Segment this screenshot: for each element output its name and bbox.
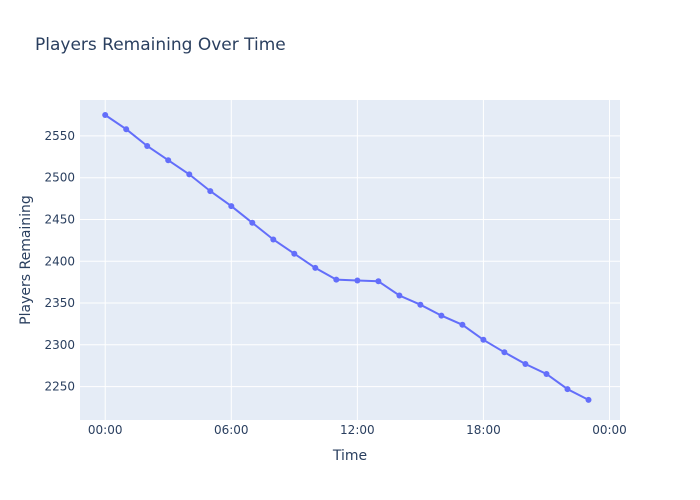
data-point xyxy=(144,143,151,149)
data-point xyxy=(249,219,256,226)
x-tick-labels: 00:00 06:00 12:00 18:00 00:00 xyxy=(88,423,627,437)
data-point xyxy=(543,371,550,377)
y-gridlines xyxy=(80,135,620,388)
y-tick-label: 2450 xyxy=(44,212,75,226)
x-tick-label: 06:00 xyxy=(214,423,249,437)
x-tick-label: 12:00 xyxy=(340,423,375,437)
data-point xyxy=(228,203,235,210)
data-point xyxy=(207,188,214,195)
data-point xyxy=(186,171,193,178)
y-tick-labels: 2250 2300 2350 2400 2450 2500 2550 xyxy=(44,129,75,394)
x-axis-title: Time xyxy=(332,448,367,464)
x-gridlines xyxy=(104,100,610,420)
series-line xyxy=(104,114,589,401)
x-tick-label: 18:00 xyxy=(466,423,501,437)
y-tick-label: 2350 xyxy=(44,296,75,310)
data-point xyxy=(585,396,592,403)
y-tick-label: 2500 xyxy=(44,171,75,185)
data-point xyxy=(501,349,508,356)
data-point xyxy=(291,250,298,257)
y-tick-label: 2550 xyxy=(44,129,75,143)
data-point xyxy=(375,278,382,285)
data-point xyxy=(459,321,466,328)
y-tick-label: 2300 xyxy=(44,338,75,352)
y-axis-title: Players Remaining xyxy=(18,195,34,325)
data-point xyxy=(522,361,529,367)
data-point xyxy=(438,312,445,319)
data-point xyxy=(123,126,130,133)
chart-title: Players Remaining Over Time xyxy=(35,35,286,55)
data-point xyxy=(354,277,361,284)
data-point xyxy=(165,157,172,164)
data-point xyxy=(564,386,571,393)
data-points xyxy=(102,112,592,403)
data-point xyxy=(417,301,424,308)
x-tick-label: 00:00 xyxy=(88,423,123,437)
y-tick-label: 2400 xyxy=(44,254,75,268)
data-point xyxy=(312,264,319,271)
data-point xyxy=(102,112,109,118)
data-point xyxy=(333,276,340,283)
plot-area xyxy=(80,100,620,420)
data-point xyxy=(270,236,277,243)
data-point xyxy=(396,292,403,299)
x-tick-label: 00:00 xyxy=(592,423,627,437)
y-tick-label: 2250 xyxy=(44,380,75,394)
data-point xyxy=(480,336,487,343)
